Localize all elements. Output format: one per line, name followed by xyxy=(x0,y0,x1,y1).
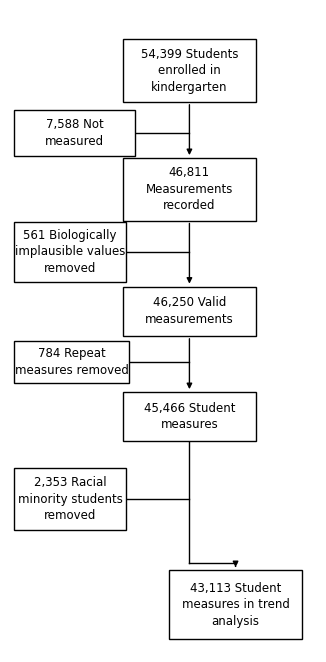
Text: 7,588 Not
measured: 7,588 Not measured xyxy=(45,118,104,148)
Bar xyxy=(123,392,256,442)
Bar xyxy=(123,39,256,102)
Bar xyxy=(123,287,256,336)
Text: 2,353 Racial
minority students
removed: 2,353 Racial minority students removed xyxy=(18,476,123,522)
Text: 46,250 Valid
measurements: 46,250 Valid measurements xyxy=(145,297,234,326)
Bar xyxy=(14,468,126,530)
Text: 45,466 Student
measures: 45,466 Student measures xyxy=(144,402,235,432)
Bar xyxy=(14,340,129,383)
Bar xyxy=(14,110,135,156)
Text: 46,811
Measurements
recorded: 46,811 Measurements recorded xyxy=(146,166,233,213)
Text: 43,113 Student
measures in trend
analysis: 43,113 Student measures in trend analysi… xyxy=(182,582,289,628)
Bar xyxy=(169,570,302,639)
Bar xyxy=(123,158,256,220)
Text: 561 Biologically
implausible values
removed: 561 Biologically implausible values remo… xyxy=(15,229,125,275)
Text: 784 Repeat
measures removed: 784 Repeat measures removed xyxy=(15,348,129,377)
Text: 54,399 Students
enrolled in
kindergarten: 54,399 Students enrolled in kindergarten xyxy=(141,48,238,93)
Bar xyxy=(14,222,126,281)
